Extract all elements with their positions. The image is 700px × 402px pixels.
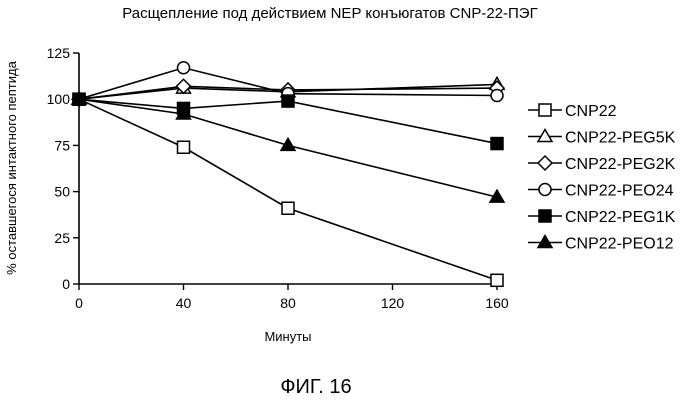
- series-layer: [72, 62, 504, 287]
- legend-marker: [539, 210, 551, 222]
- legend-label: CNP22-PEG5K: [565, 130, 676, 147]
- legend-marker: [539, 184, 551, 196]
- legend-label: CNP22-PEO12: [565, 236, 674, 253]
- legend-item: CNP22-PEO12: [528, 236, 674, 253]
- y-ticks: 0 25 50 75 100 125: [47, 45, 79, 292]
- legend-item: CNP22-PEG2K: [528, 156, 676, 173]
- data-point: [282, 95, 294, 107]
- data-point: [178, 141, 190, 153]
- x-axis-label: Минуты: [264, 329, 311, 344]
- legend-label: CNP22: [565, 103, 617, 120]
- x-tick-label: 80: [280, 295, 296, 311]
- y-tick-label: 25: [54, 230, 70, 246]
- figure-caption: ФИГ. 16: [280, 376, 351, 398]
- data-point: [491, 274, 503, 286]
- legend-marker: [538, 236, 552, 248]
- legend-marker: [538, 130, 552, 142]
- x-ticks: 0 40 80 120 160: [75, 284, 509, 311]
- legend-item: CNP22-PEO24: [528, 183, 674, 200]
- data-point: [491, 138, 503, 150]
- legend-marker: [538, 156, 552, 170]
- data-point: [282, 202, 294, 214]
- y-tick-label: 0: [62, 276, 70, 292]
- legend-label: CNP22-PEO24: [565, 183, 674, 200]
- x-tick-label: 120: [381, 295, 405, 311]
- legend: CNP22 CNP22-PEG5K CNP22-PEG2K CNP22-PEO24 CN…: [528, 103, 676, 253]
- series-line: [79, 99, 497, 280]
- series-cnp22: [79, 99, 497, 280]
- y-tick-label: 125: [47, 45, 71, 61]
- chart-title: Расщепление под действием NEP конъюгатов…: [122, 5, 537, 22]
- data-point: [178, 62, 190, 74]
- series-markers-cnp22-peo12: [72, 92, 504, 202]
- x-tick-label: 40: [176, 295, 192, 311]
- x-tick-label: 0: [75, 295, 83, 311]
- y-tick-label: 100: [47, 91, 71, 107]
- y-tick-label: 50: [54, 184, 70, 200]
- legend-item: CNP22-PEG1K: [528, 209, 676, 226]
- data-point: [491, 90, 503, 102]
- y-tick-label: 75: [54, 137, 70, 153]
- series-markers-cnp22: [73, 93, 503, 286]
- legend-item: CNP22-PEG5K: [528, 130, 676, 147]
- legend-marker: [539, 104, 551, 116]
- chart: Расщепление под действием NEP конъюгатов…: [0, 0, 700, 402]
- plot-area: 0 25 50 75 100 125 0 40 80 120 160: [47, 45, 509, 311]
- y-axis-label: % оставшегося интактного пептида: [4, 60, 19, 274]
- legend-label: CNP22-PEG2K: [565, 156, 676, 173]
- legend-label: CNP22-PEG1K: [565, 209, 676, 226]
- x-tick-label: 160: [485, 295, 509, 311]
- legend-item: CNP22: [528, 103, 617, 120]
